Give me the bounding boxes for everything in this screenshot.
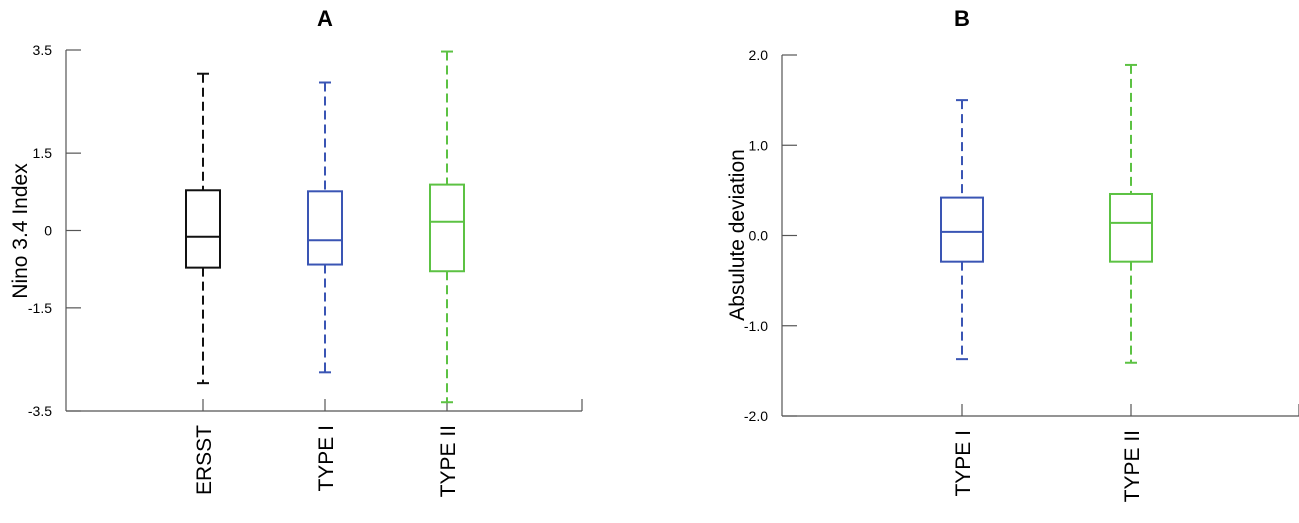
x-tick-label: TYPE II: [437, 425, 460, 497]
box-type-i: TYPE I: [940, 99, 984, 497]
iqr-box: [307, 190, 343, 266]
x-tick-label: TYPE II: [1121, 430, 1144, 502]
y-tick-label: 3.5: [33, 42, 53, 58]
box-type-ii: TYPE II: [429, 50, 465, 497]
y-axis-label: Absulute deviation: [726, 149, 749, 321]
iqr-box: [1109, 192, 1153, 263]
box-type-i: TYPE I: [307, 81, 343, 492]
y-tick-label: 0.0: [749, 228, 769, 244]
panel-title: B: [954, 6, 970, 31]
x-tick-label: ERSST: [193, 425, 216, 495]
iqr-box: [185, 189, 221, 269]
x-tick-label: TYPE I: [952, 430, 975, 497]
panel-title: A: [317, 6, 333, 31]
y-tick-label: 0: [44, 223, 52, 239]
panel-a: A 3.5 1.5 0 -1.5 -3.5 Nino 3.4 Index ERSST TYPE …: [9, 6, 583, 497]
box-type-ii: TYPE II: [1109, 63, 1153, 502]
y-tick-label: -2.0: [744, 408, 768, 424]
iqr-box: [940, 196, 984, 263]
y-tick-label: -1.5: [28, 300, 52, 316]
y-tick-label: -3.5: [28, 403, 52, 419]
box-ersst: ERSST: [185, 72, 221, 495]
y-tick-label: 1.0: [749, 137, 769, 153]
x-tick-label: TYPE I: [315, 425, 338, 492]
y-tick-label: 1.5: [33, 145, 53, 161]
y-tick-label: -1.0: [744, 318, 768, 334]
iqr-box: [429, 183, 465, 273]
y-tick-label: 2.0: [749, 47, 769, 63]
y-axis-label: Nino 3.4 Index: [9, 163, 32, 299]
panel-b: B 2.0 1.0 0.0 -1.0 -2.0 Absulute deviation TYPE…: [726, 6, 1299, 502]
